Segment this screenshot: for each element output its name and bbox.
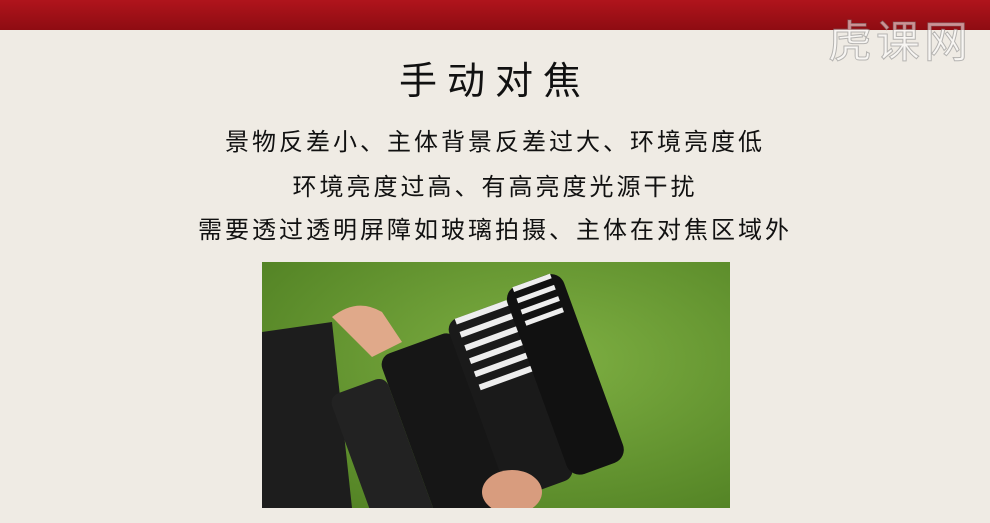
text-line: 景物反差小、主体背景反差过大、环境亮度低 bbox=[225, 130, 765, 156]
top-bar bbox=[0, 0, 990, 30]
text-line: 需要透过透明屏障如玻璃拍摄、主体在对焦区域外 bbox=[198, 218, 792, 244]
watermark: 虎课网 bbox=[828, 17, 972, 69]
text-line: 环境亮度过高、有高亮度光源干扰 bbox=[292, 175, 698, 201]
title: 手动对焦 bbox=[398, 61, 591, 103]
photo bbox=[262, 262, 730, 508]
